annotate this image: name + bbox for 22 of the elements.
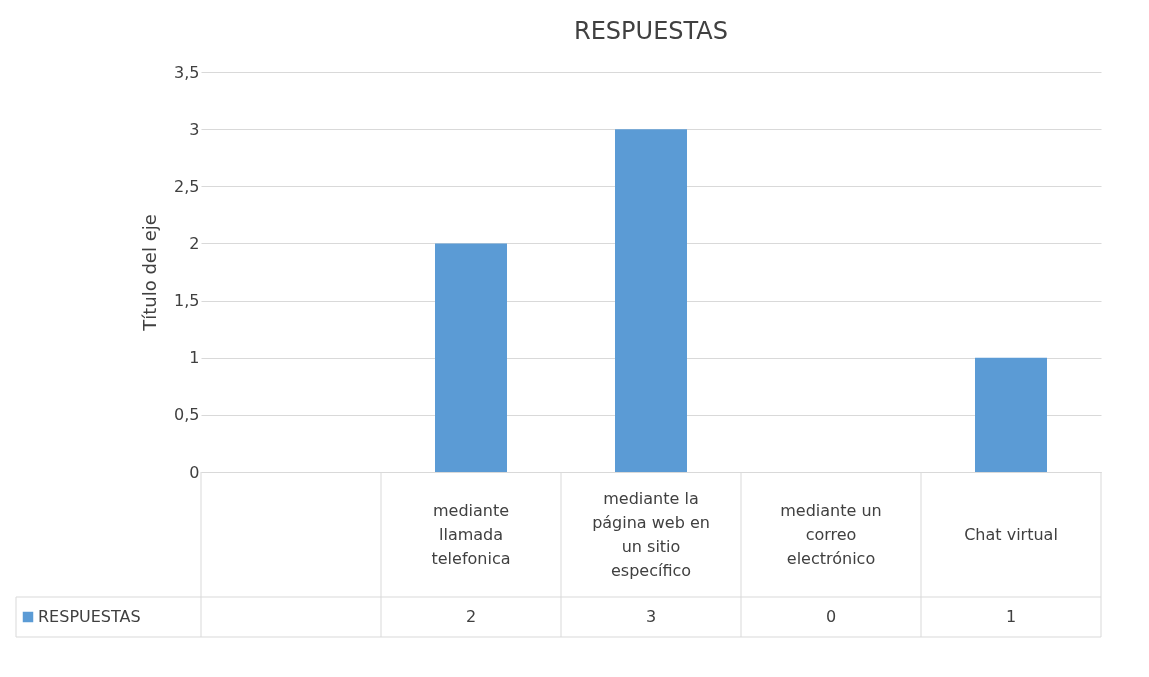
data-label: 1	[1005, 607, 1017, 626]
y-tick-label: 1,5	[174, 291, 200, 311]
y-tick-label: 2	[189, 233, 200, 253]
chart-title: RESPUESTAS	[574, 17, 728, 45]
y-tick-label: 1	[189, 348, 200, 368]
y-tick-label: 3,5	[174, 62, 200, 82]
bar	[975, 357, 1047, 472]
x-tick-label: Chat virtual	[964, 524, 1058, 544]
data-label: 0	[825, 607, 837, 626]
y-tick-label: 3	[189, 119, 200, 139]
legend-label: RESPUESTAS	[38, 607, 141, 626]
y-tick-label: 2,5	[174, 176, 200, 196]
y-tick-label: 0	[189, 462, 200, 482]
bar	[435, 243, 507, 472]
data-label: 2	[465, 607, 477, 626]
bar	[615, 129, 687, 472]
y-tick-label: 0,5	[174, 405, 200, 425]
x-tick-label: mediante un correo electrónico	[780, 500, 882, 568]
x-tick-label: mediante la página web en un sitio específico	[592, 488, 710, 580]
x-tick-label: mediante llamada telefonica	[431, 500, 511, 568]
y-axis-title: Título del eje	[139, 214, 161, 332]
data-label: 3	[645, 607, 657, 626]
